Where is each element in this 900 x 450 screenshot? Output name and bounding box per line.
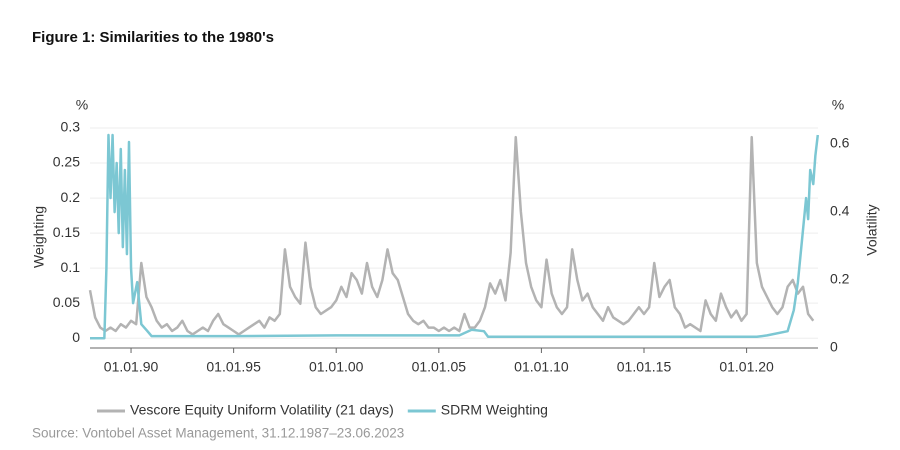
y2-tick-label: 0.4 [830,203,850,219]
data-line [88,135,815,336]
y2-axis-title: Volatility [864,204,880,255]
x-tick-label: 01.01.00 [309,359,364,375]
x-tick-label: 01.01.95 [206,359,261,375]
y-axis-title: Weighting [31,206,47,268]
y-tick-label: 0.3 [61,119,81,135]
y-tick-label: 0.05 [53,294,80,310]
y2-unit: % [832,97,844,113]
y-tick-label: 0.2 [61,189,81,205]
y-unit: % [76,97,88,113]
x-tick-label: 01.01.20 [719,359,774,375]
legend-label: SDRM Weighting [441,402,548,418]
y2-tick-label: 0.6 [830,135,850,151]
y2-tick-label: 0 [830,339,838,355]
data-line [90,133,820,340]
legend-label: Vescore Equity Uniform Volatility (21 da… [130,402,394,418]
x-tick-label: 01.01.05 [412,359,467,375]
x-tick-label: 01.01.10 [514,359,569,375]
y2-tick-label: 0.2 [830,271,850,287]
y-tick-label: 0.1 [61,259,81,275]
y-tick-label: 0.25 [53,154,80,170]
chart-title: Figure 1: Similarities to the 1980's [32,29,274,46]
source-note: Source: Vontobel Asset Management, 31.12… [32,426,404,441]
y-tick-label: 0.15 [53,224,80,240]
y-tick-label: 0 [72,329,80,345]
x-tick-label: 01.01.15 [617,359,672,375]
x-tick-label: 01.01.90 [104,359,159,375]
